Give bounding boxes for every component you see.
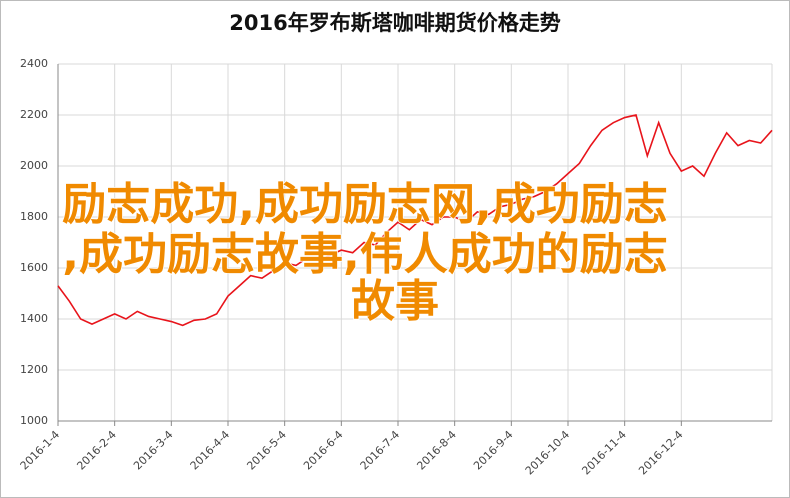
overlay-text: 故事 (351, 276, 439, 327)
line-series (57, 114, 773, 327)
overlay-text: ,成功励志故事,伟人成功的励志 (62, 229, 667, 280)
chart-title: 2016年罗布斯塔咖啡期货价格走势 (229, 11, 560, 35)
y-tick-label: 1000 (20, 414, 48, 427)
y-tick-label: 2400 (20, 57, 48, 70)
y-tick-label: 1400 (20, 312, 48, 325)
overlay-text: 励志成功,成功励志网,成功励志 (62, 179, 667, 230)
y-tick-label: 1800 (20, 210, 48, 223)
y-tick-label: 2000 (20, 159, 48, 172)
y-tick-label: 1200 (20, 363, 48, 376)
y-tick-label: 1600 (20, 261, 48, 274)
y-tick-label: 2200 (20, 108, 48, 121)
